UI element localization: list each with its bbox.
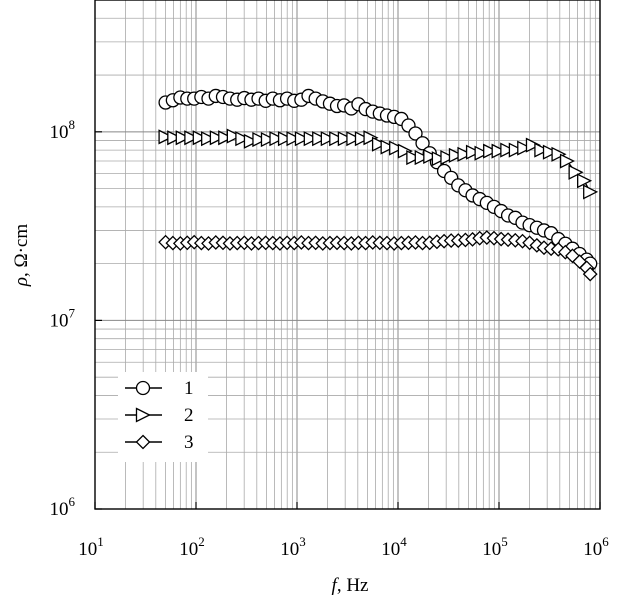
data-point	[465, 144, 482, 160]
data-point	[371, 136, 388, 152]
y-tick-label: 107	[50, 305, 76, 331]
data-point	[491, 143, 507, 159]
data-point	[184, 130, 200, 146]
data-point	[329, 131, 345, 147]
data-point	[209, 130, 225, 146]
series-group	[158, 88, 599, 282]
data-point	[542, 144, 558, 160]
data-point	[415, 136, 430, 151]
series-3	[158, 230, 598, 282]
data-point	[559, 153, 576, 169]
data-point	[380, 139, 396, 155]
data-point	[474, 145, 490, 161]
data-point	[508, 142, 524, 158]
data-point	[346, 131, 362, 147]
legend: 1 2 3	[118, 372, 208, 462]
x-tick-label: 105	[482, 534, 508, 560]
y-tick-label: 108	[50, 117, 76, 143]
series-1	[158, 88, 598, 271]
data-point	[252, 131, 268, 148]
data-point	[583, 184, 599, 200]
data-point	[201, 131, 217, 147]
y-axis-label: ρ, Ω·cm	[11, 224, 32, 288]
data-point	[167, 130, 183, 146]
data-point	[354, 131, 370, 147]
data-point	[218, 130, 234, 146]
data-point	[406, 150, 422, 166]
data-point	[568, 164, 584, 180]
data-point	[389, 140, 405, 156]
data-point	[423, 148, 439, 165]
data-point	[457, 146, 473, 162]
data-point	[243, 133, 259, 149]
data-point	[235, 131, 251, 147]
tick-labels: 101 102 103 104 105 106 106 107 108	[50, 117, 610, 560]
legend-marker	[135, 380, 151, 396]
data-point	[175, 130, 191, 146]
legend-label: 2	[184, 405, 194, 426]
legend-label: 3	[184, 432, 194, 453]
data-point	[363, 130, 379, 146]
grid	[94, 0, 600, 510]
data-point	[525, 137, 541, 153]
data-point	[303, 131, 319, 147]
x-tick-label: 101	[78, 534, 104, 560]
x-tick-label: 103	[280, 534, 306, 560]
x-tick-label: 102	[179, 534, 205, 560]
data-point	[312, 131, 328, 147]
x-axis-label: f, Hz	[332, 575, 369, 596]
legend-marker	[135, 434, 151, 450]
data-point	[320, 131, 336, 147]
data-point	[582, 266, 598, 282]
data-point	[277, 131, 294, 147]
data-point	[286, 131, 302, 147]
data-point	[269, 131, 285, 147]
data-point	[431, 151, 447, 167]
data-point	[534, 142, 550, 158]
data-point	[483, 143, 499, 159]
data-point	[192, 130, 208, 146]
x-tick-label: 104	[381, 534, 407, 560]
data-point	[294, 131, 310, 147]
data-point	[551, 146, 567, 162]
y-tick-label: 106	[50, 494, 76, 520]
data-point	[577, 173, 593, 189]
data-point	[158, 129, 174, 145]
series-2	[158, 128, 599, 200]
data-point	[500, 142, 516, 158]
data-point	[226, 128, 242, 144]
legend-label: 1	[184, 378, 194, 399]
data-point	[517, 140, 533, 156]
data-point	[337, 131, 353, 147]
legend-marker	[135, 407, 151, 423]
legend-background	[118, 372, 208, 462]
data-point	[397, 143, 413, 159]
legend-item-1: 1	[125, 378, 194, 399]
legend-item-3: 3	[125, 432, 194, 453]
data-point	[440, 150, 456, 166]
data-point	[557, 244, 573, 260]
x-tick-label: 106	[583, 534, 609, 560]
data-point	[414, 150, 430, 166]
data-point	[408, 126, 423, 141]
data-point	[448, 147, 464, 163]
data-point	[260, 131, 276, 148]
plot-frame	[94, 0, 601, 510]
legend-item-2: 2	[125, 405, 194, 426]
